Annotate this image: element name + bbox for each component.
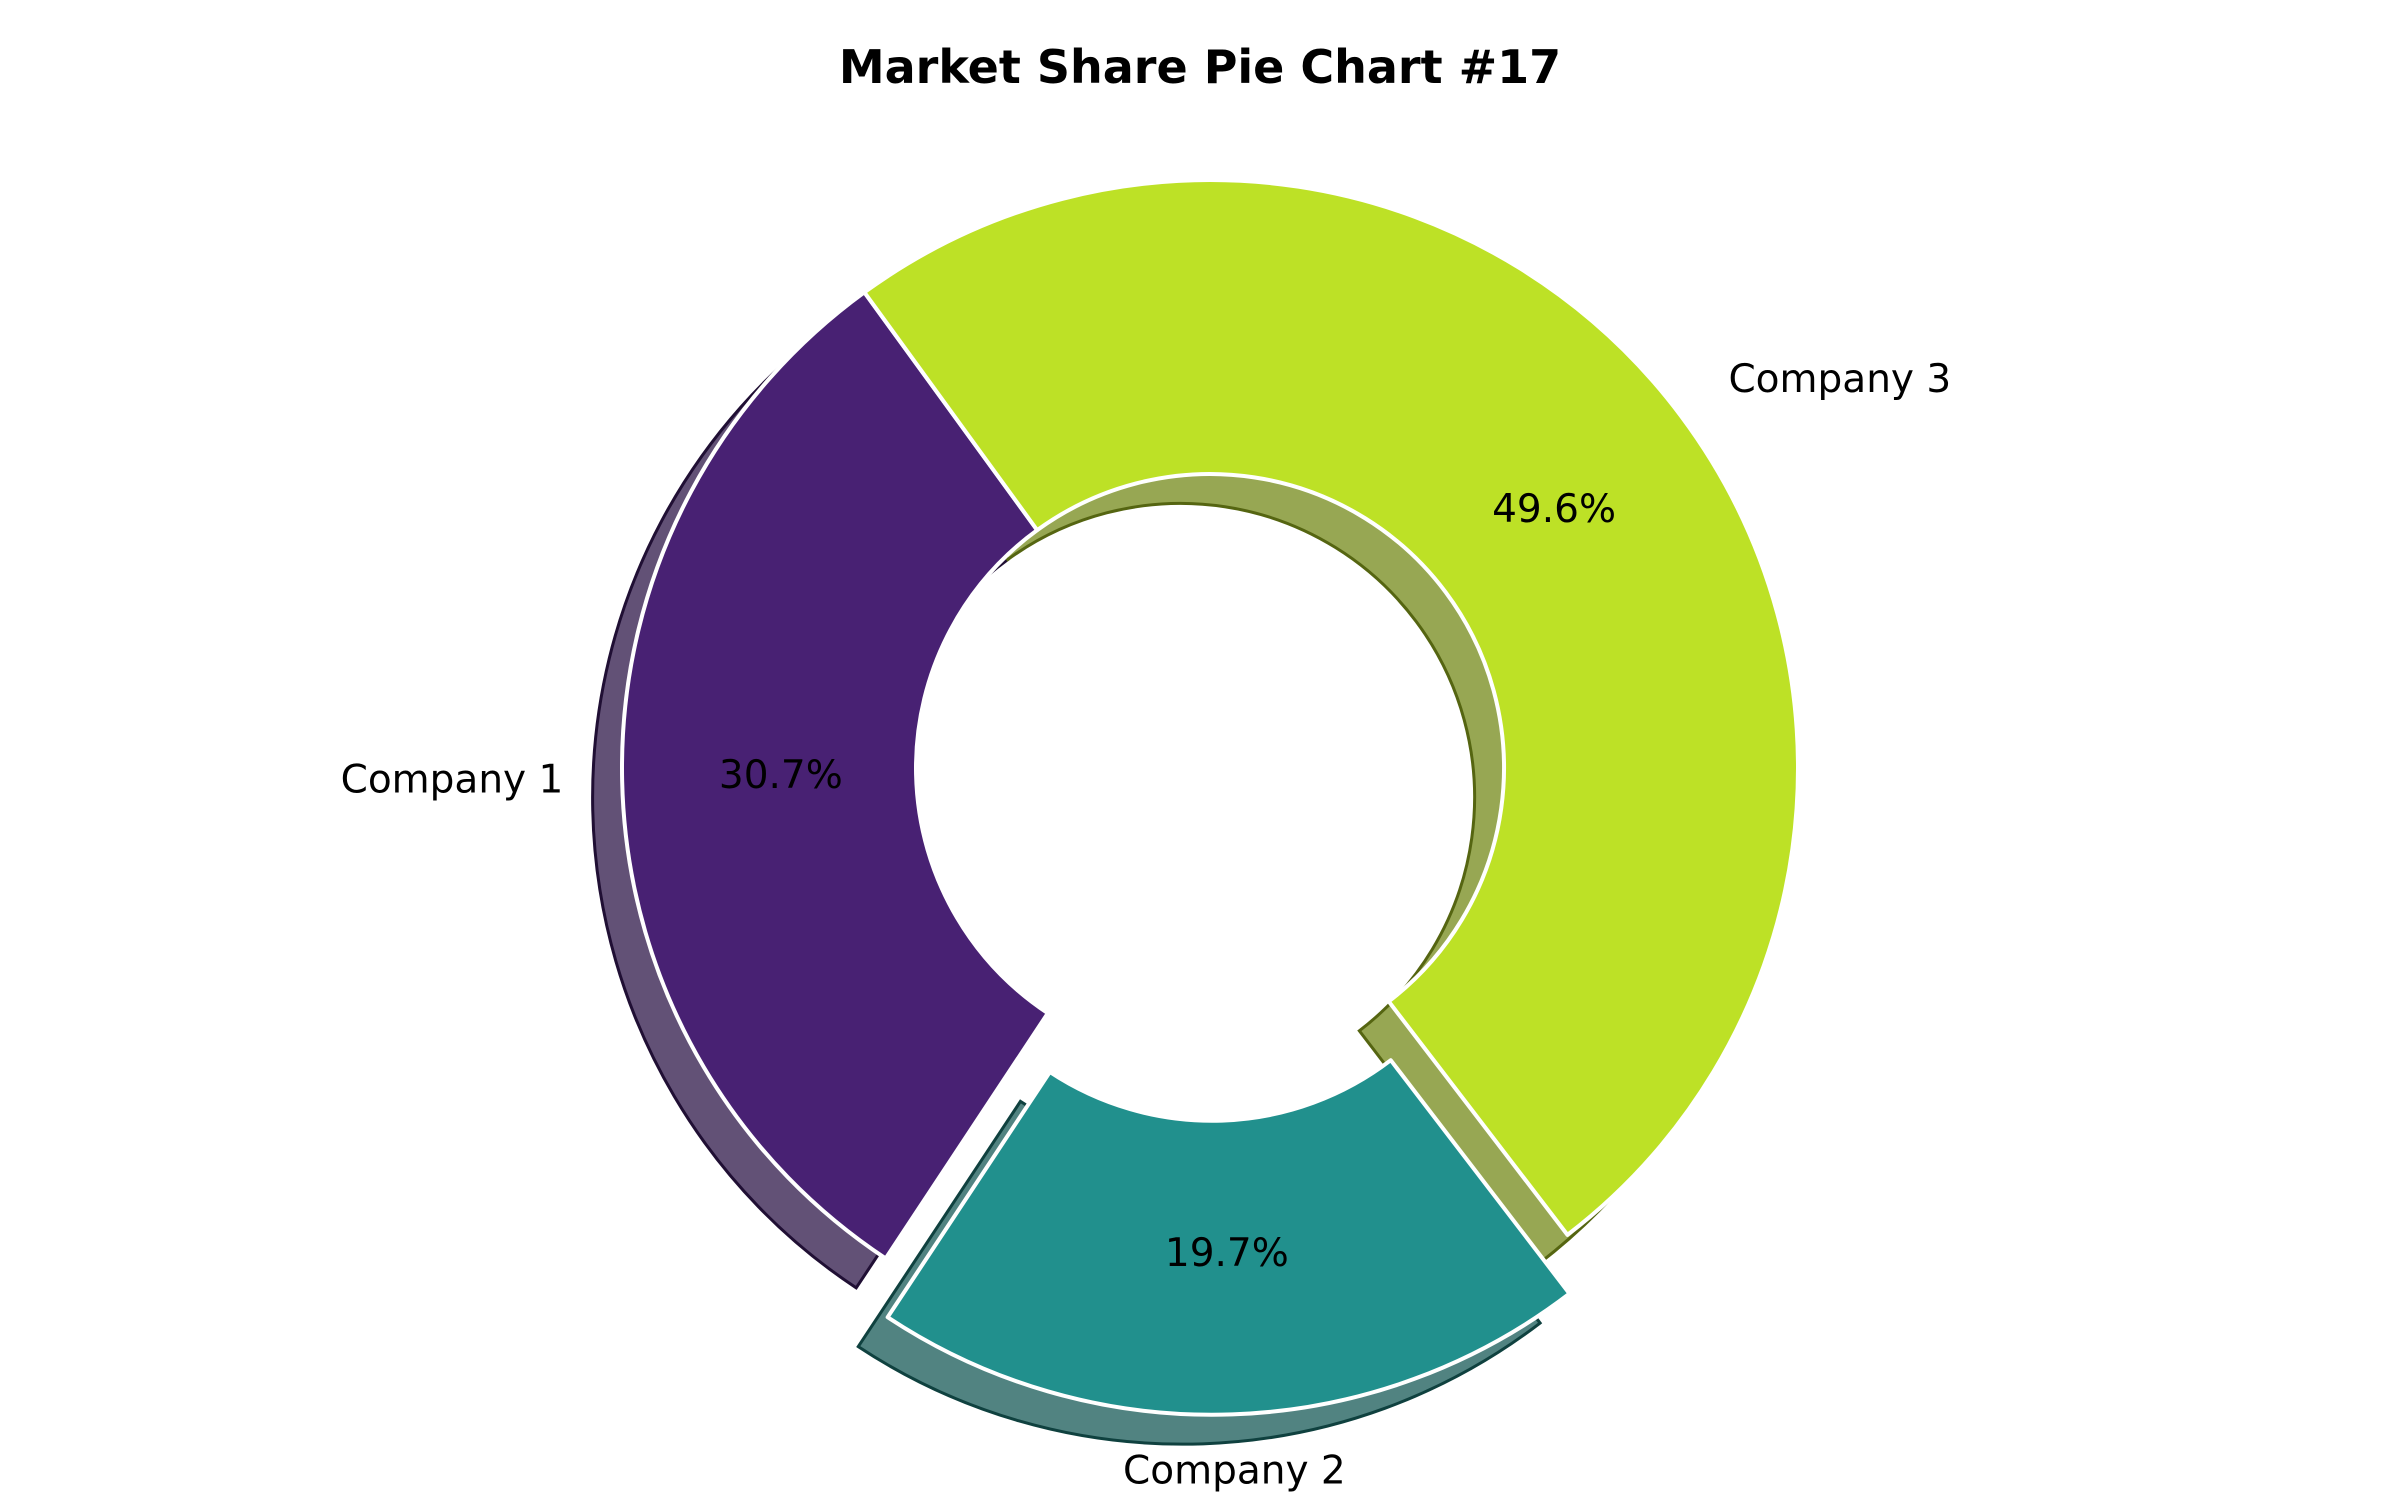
- pie-slice-company-2[interactable]: [885, 1058, 1572, 1417]
- slice-percent-company-3: 49.6%: [1492, 487, 1616, 532]
- wedge-layer: [620, 178, 1801, 1417]
- chart-title: Market Share Pie Chart #17: [838, 40, 1562, 94]
- pie-slice-company-3[interactable]: [862, 178, 1801, 1237]
- slice-label-company-2: Company 2: [1123, 1449, 1346, 1494]
- slice-percent-company-2: 19.7%: [1165, 1231, 1289, 1276]
- slice-label-company-1: Company 1: [341, 758, 564, 803]
- slice-label-company-3: Company 3: [1728, 357, 1951, 402]
- label-layer: Company 1 30.7% Company 2 19.7% Company 3 49.…: [341, 357, 1952, 1494]
- pie-slice-company-1[interactable]: [620, 290, 1050, 1261]
- slice-percent-company-1: 30.7%: [719, 753, 843, 798]
